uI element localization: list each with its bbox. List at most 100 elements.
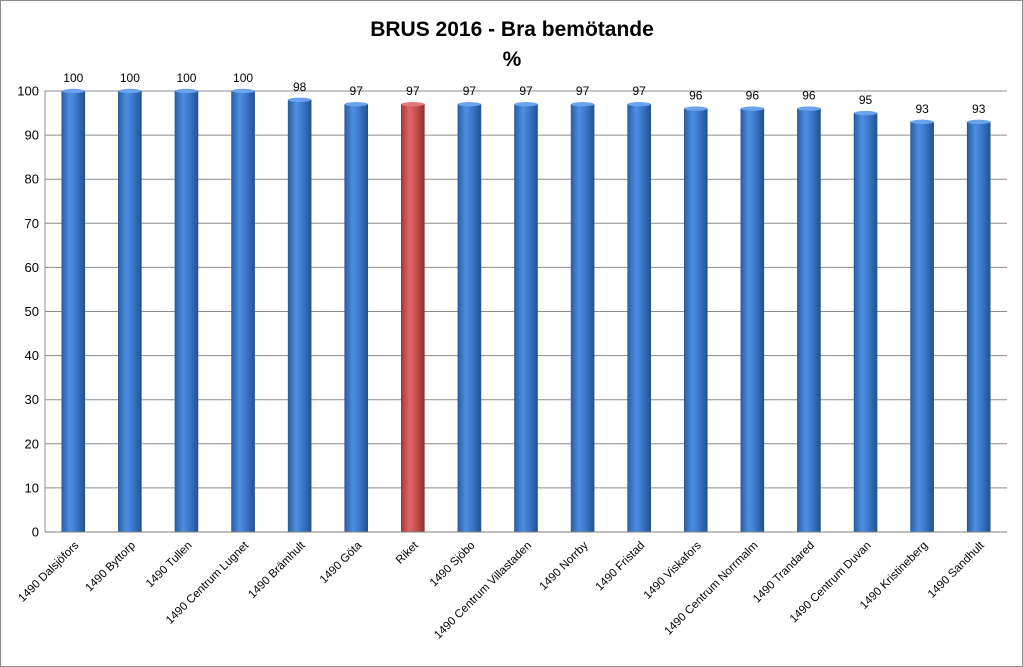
y-tick-label: 80 — [25, 172, 39, 187]
bar — [853, 112, 878, 533]
data-label: 96 — [802, 89, 816, 103]
bar-group — [797, 106, 821, 533]
bar — [457, 103, 482, 533]
data-label: 97 — [632, 84, 646, 98]
bar — [514, 103, 538, 533]
bar-group — [910, 119, 934, 533]
bar-cap — [740, 106, 764, 111]
y-tick-label: 60 — [25, 260, 39, 275]
x-tick-label: 1490 Fristad — [594, 540, 648, 594]
y-tick-label: 40 — [25, 348, 39, 363]
bar-group — [174, 88, 199, 533]
data-label: 100 — [233, 71, 253, 85]
bar-group — [457, 102, 482, 533]
data-label: 97 — [519, 84, 533, 98]
bar-group — [514, 102, 538, 533]
x-tick-label: 1490 Byttorp — [83, 540, 138, 595]
bar-group — [627, 102, 651, 533]
x-axis: 1490 Dalsjöfors 1490 Byttorp 1490 Tullen 14… — [16, 531, 1007, 642]
y-tick-label: 100 — [17, 84, 39, 99]
data-label: 100 — [120, 71, 140, 85]
bar-cap — [797, 106, 821, 111]
data-label: 96 — [689, 89, 703, 103]
x-tick-label: 1490 Sjöbo — [428, 540, 478, 590]
bar-group — [61, 88, 86, 533]
y-axis: 0 10 20 30 40 50 60 70 80 90 100 — [17, 84, 46, 540]
data-label: 97 — [406, 84, 420, 98]
data-label: 95 — [859, 93, 873, 107]
x-tick-label: 1490 Centrum Villastaden — [432, 540, 534, 642]
bar-cap — [457, 102, 481, 107]
data-label: 93 — [972, 102, 986, 116]
y-tick-label: 50 — [25, 304, 39, 319]
bar — [797, 108, 821, 533]
data-label: 97 — [576, 84, 590, 98]
bar-group — [570, 102, 595, 533]
chart-title: BRUS 2016 - Bra bemötande — [370, 18, 654, 41]
data-label: 100 — [176, 71, 196, 85]
bar — [231, 90, 255, 533]
bar — [740, 108, 765, 533]
bar-group — [401, 102, 425, 533]
bar-group — [231, 88, 255, 533]
bar-cap — [288, 97, 312, 103]
x-tick-label: 1490 Norrby — [537, 539, 590, 592]
bar-cap — [910, 119, 934, 125]
x-tick-label: 1490 Göta — [318, 539, 365, 586]
bar-cap — [967, 119, 991, 125]
x-tick-label: 1490 Dalsjöfors — [16, 539, 81, 604]
y-tick-label: 30 — [25, 392, 39, 407]
y-tick-label: 70 — [25, 216, 39, 231]
bar-group — [344, 102, 369, 533]
bar-cap — [174, 88, 198, 94]
x-tick-label: Riket — [394, 539, 422, 567]
x-tick-label: 1490 Brämhult — [246, 539, 308, 601]
y-tick-label: 0 — [32, 525, 39, 540]
bar-cap — [61, 88, 85, 94]
bar-group — [853, 110, 878, 533]
bar-cap — [684, 106, 708, 111]
data-label: 98 — [293, 80, 307, 94]
x-tick-label: 1490 Sandhult — [926, 539, 988, 601]
bar — [570, 103, 595, 533]
data-label: 96 — [746, 89, 760, 103]
bar — [966, 121, 991, 533]
bar-cap — [231, 88, 255, 94]
bar-cap — [401, 102, 425, 107]
bar-group — [966, 119, 991, 533]
bar-group — [683, 106, 708, 533]
bar-cap — [514, 102, 538, 107]
bar — [344, 103, 369, 533]
bar-cap — [571, 102, 595, 107]
data-label: 97 — [350, 84, 364, 98]
bar-cap — [118, 88, 142, 94]
bar-group — [740, 106, 765, 533]
y-tick-label: 90 — [25, 128, 39, 143]
bar-group — [118, 88, 142, 533]
bar — [174, 90, 199, 533]
data-label: 97 — [463, 84, 477, 98]
bar — [627, 103, 651, 533]
bar — [118, 90, 142, 533]
bar-group — [287, 97, 312, 533]
x-tick-label: 1490 Centrum Norrmalm — [663, 540, 761, 638]
bar — [683, 108, 708, 533]
bar-highlight — [401, 103, 425, 533]
bar — [61, 90, 86, 533]
bar — [287, 99, 312, 533]
bar-cap — [344, 102, 368, 107]
data-label: 93 — [915, 102, 929, 116]
bar-cap — [627, 102, 651, 107]
y-tick-label: 10 — [25, 480, 39, 495]
data-label: 100 — [63, 71, 83, 85]
data-labels: 100 100 100 100 98 97 97 97 97 97 97 96 96 96 95 93 93 — [63, 71, 985, 116]
chart-subtitle: % — [503, 48, 522, 71]
bars — [61, 88, 991, 533]
bar-cap — [854, 110, 878, 116]
x-tick-label: 1490 Tullen — [144, 540, 195, 591]
x-tick-label: 1490 Trandared — [751, 540, 817, 606]
y-tick-label: 20 — [25, 436, 39, 451]
bar — [910, 121, 934, 533]
